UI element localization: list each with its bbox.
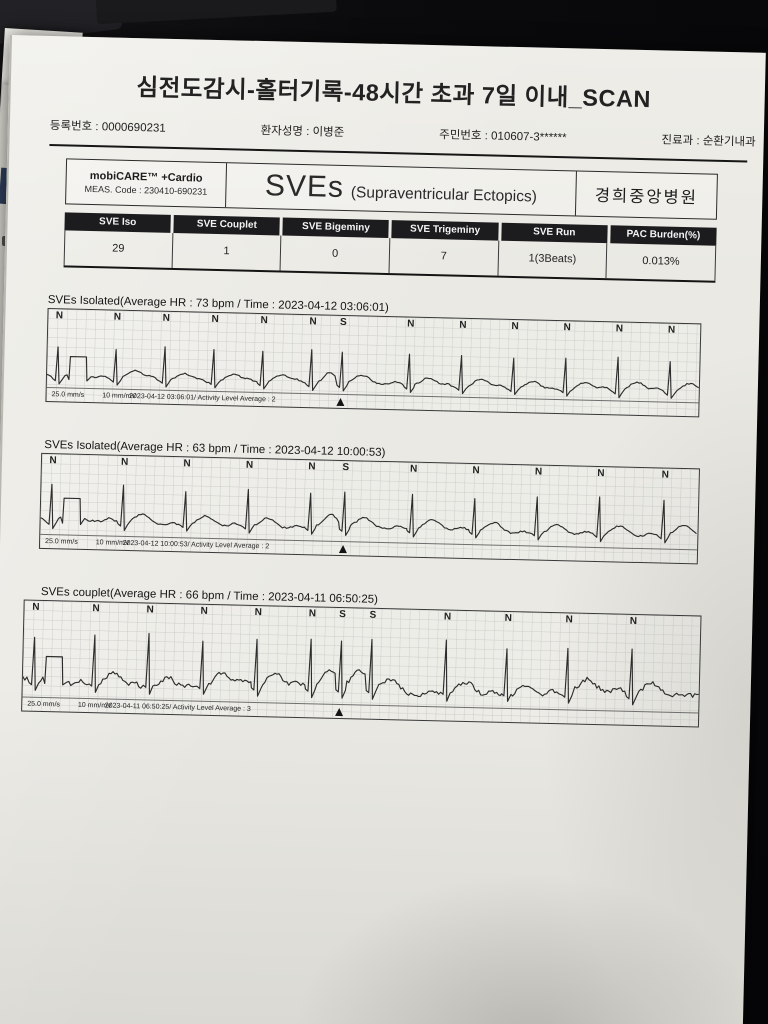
event-marker-icon <box>336 397 345 407</box>
beat-annotation-n: N <box>563 322 571 334</box>
beat-annotation-n: N <box>309 316 317 328</box>
report-page: 심전도감시-홀터기록-48시간 초과 7일 이내_SCAN 등록번호 : 000… <box>0 35 766 1024</box>
patient-info-row: 등록번호 : 0000690231 환자성명 : 이병준 주민번호 : 0106… <box>50 117 756 150</box>
ecg-waveform-canvas <box>46 309 701 417</box>
strip-footer-info: 2023-04-11 06:50:25/ Activity Level Aver… <box>104 702 251 713</box>
beat-annotation-s: S <box>339 316 347 329</box>
desk-object <box>95 0 337 25</box>
beat-annotation-s: S <box>342 462 350 474</box>
beat-annotation-n: N <box>615 323 624 335</box>
beat-annotation-n: N <box>162 312 171 324</box>
beat-annotation-s: S <box>339 608 346 621</box>
strip-speed: 25.0 mm/s <box>45 538 78 546</box>
ecg-trace <box>22 632 699 706</box>
beat-annotation-n: N <box>504 612 513 625</box>
ecg-waveform-canvas <box>22 600 701 727</box>
patient-reg-no: 등록번호 : 0000690231 <box>49 120 166 135</box>
strip-footer-info: 2023-04-12 03:06:01/ Activity Level Aver… <box>128 392 276 404</box>
patient-name: 환자성명 : 이병준 <box>260 124 345 139</box>
ecg-trace <box>46 346 700 399</box>
summary-value-cell: 29 <box>63 230 174 268</box>
page-title: 심전도감시-홀터기록-48시간 초과 7일 이내_SCAN <box>136 74 652 113</box>
beat-annotation-n: N <box>409 463 418 475</box>
beat-annotation-n: N <box>254 606 263 619</box>
beat-annotation-n: N <box>308 608 317 620</box>
ecg-strip: 25.0 mm/s 10 mm/mV 2023-04-11 06:50:25/ … <box>21 599 702 728</box>
beat-annotation-n: N <box>260 315 268 327</box>
beat-annotation-n: N <box>308 461 316 473</box>
patient-department: 진료과 : 순환기내과 <box>661 134 756 149</box>
event-marker-icon <box>335 707 344 717</box>
summary-value-cell: 1(3Beats) <box>498 240 608 279</box>
beat-annotation-n: N <box>245 459 254 471</box>
beat-annotation-n: N <box>472 465 480 477</box>
beat-annotation-n: N <box>407 318 415 330</box>
beat-annotation-s: S <box>369 609 377 621</box>
strip-speed: 25.0 mm/s <box>27 700 61 709</box>
summary-value-cell: 7 <box>389 238 499 276</box>
beat-annotation-n: N <box>597 468 605 480</box>
beat-annotation-n: N <box>511 320 519 333</box>
report-content: 심전도감시-홀터기록-48시간 초과 7일 이내_SCAN 등록번호 : 000… <box>0 35 766 1024</box>
ecg-grid <box>22 600 701 727</box>
strip-footer-info: 2023-04-12 10:00:53/ Activity Level Aver… <box>122 539 270 551</box>
beat-annotation-n: N <box>113 311 122 323</box>
hospital-cell: 경희중앙병원 <box>576 171 717 218</box>
ecg-grid <box>46 309 701 417</box>
ecg-strip-section: SVEs Isolated(Average HR : 73 bpm / Time… <box>45 294 729 418</box>
ecg-waveform-canvas <box>39 453 699 564</box>
report-header: mobiCARE™ +Cardio MEAS. Code : 230410-69… <box>65 158 718 220</box>
beat-annotation-n: N <box>55 310 64 322</box>
ecg-strip: 25.0 mm/s 10 mm/mV 2023-04-12 10:00:53/ … <box>38 452 700 565</box>
summary-value-cell: 1 <box>172 232 282 271</box>
summary-value-cell: 0.013% <box>606 243 717 281</box>
beat-annotation-n: N <box>629 615 638 627</box>
beat-annotation-n: N <box>443 611 452 623</box>
beat-annotation-n: N <box>146 604 154 616</box>
ecg-trace <box>40 483 697 544</box>
beat-annotation-n: N <box>92 603 100 615</box>
summary-value-cell: 0 <box>280 235 391 274</box>
device-brand: mobiCARE™ +Cardio <box>89 169 203 185</box>
report-title: SVEs <box>264 169 345 204</box>
event-marker-icon <box>338 544 348 554</box>
strip-speed: 25.0 mm/s <box>51 391 85 399</box>
summary-table: SVE Iso SVE Couplet SVE Bigeminy SVE Trigem… <box>63 212 717 283</box>
hospital-name: 경희중앙병원 <box>594 186 699 208</box>
patient-id-no: 주민번호 : 010607-3****** <box>439 129 567 145</box>
beat-annotation-n: N <box>534 466 543 478</box>
ecg-strip: 25.0 mm/s 10 mm/mV 2023-04-12 03:06:01/ … <box>45 308 702 418</box>
beat-annotation-n: N <box>183 458 191 470</box>
beat-annotation-n: N <box>459 319 467 331</box>
ecg-strip-section: SVEs Isolated(Average HR : 63 bpm / Time… <box>38 439 726 565</box>
report-title-cell: SVEs (Supraventricular Ectopics) <box>226 163 577 216</box>
beat-annotation-n: N <box>49 455 57 467</box>
report-subtitle: (Supraventricular Ectopics) <box>350 184 538 206</box>
beat-annotation-n: N <box>32 601 40 613</box>
ecg-strip-section: SVEs couplet(Average HR : 66 bpm / Time … <box>21 586 723 728</box>
beat-annotation-n: N <box>661 469 670 481</box>
device-info-cell: mobiCARE™ +Cardio MEAS. Code : 230410-69… <box>66 159 228 208</box>
beat-annotation-n: N <box>120 456 129 468</box>
meas-code: MEAS. Code : 230410-690231 <box>84 183 208 197</box>
beat-annotation-n: N <box>565 614 573 626</box>
beat-annotation-n: N <box>211 313 219 326</box>
beat-annotation-n: N <box>667 324 676 336</box>
beat-annotation-n: N <box>200 605 208 617</box>
